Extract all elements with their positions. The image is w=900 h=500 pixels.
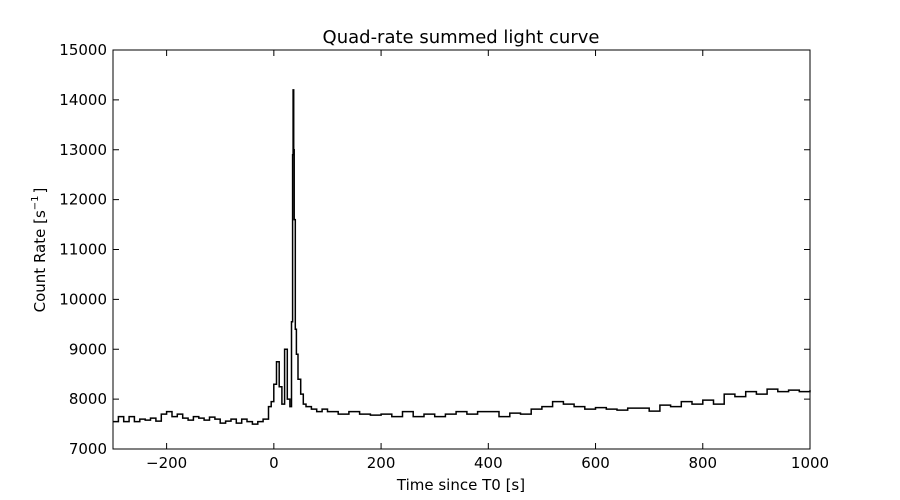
- x-axis: −200 0 200 400 600 800 1000: [146, 50, 829, 472]
- x-tick-label: 0: [269, 454, 279, 472]
- y-tick-label: 7000: [69, 440, 107, 458]
- x-tick-label: 600: [581, 454, 610, 472]
- x-axis-label: Time since T0 [s]: [396, 476, 525, 494]
- y-axis: 7000 8000 9000 10000 11000 12000 13000 14000 150…: [59, 41, 810, 458]
- x-tick-label: 200: [367, 454, 396, 472]
- y-tick-label: 9000: [69, 340, 107, 358]
- y-tick-label: 14000: [59, 91, 107, 109]
- y-tick-label: 8000: [69, 390, 107, 408]
- y-axis-label-exponent: −1: [30, 195, 41, 210]
- y-axis-label: Count Rate [s−1]: [30, 188, 49, 313]
- y-tick-label: 12000: [59, 191, 107, 209]
- x-tick-label: −200: [146, 454, 187, 472]
- series-line-count-rate: [113, 89, 811, 425]
- x-tick-label: 800: [688, 454, 717, 472]
- x-tick-label: 1000: [791, 454, 829, 472]
- y-tick-label: 13000: [59, 141, 107, 159]
- y-axis-label-main: Count Rate [s: [31, 210, 49, 312]
- y-tick-label: 11000: [59, 241, 107, 259]
- x-tick-label: 400: [474, 454, 503, 472]
- y-tick-label: 15000: [59, 41, 107, 59]
- chart-title: Quad-rate summed light curve: [323, 27, 600, 48]
- y-tick-label: 10000: [59, 290, 107, 308]
- y-axis-label-end: ]: [31, 188, 49, 194]
